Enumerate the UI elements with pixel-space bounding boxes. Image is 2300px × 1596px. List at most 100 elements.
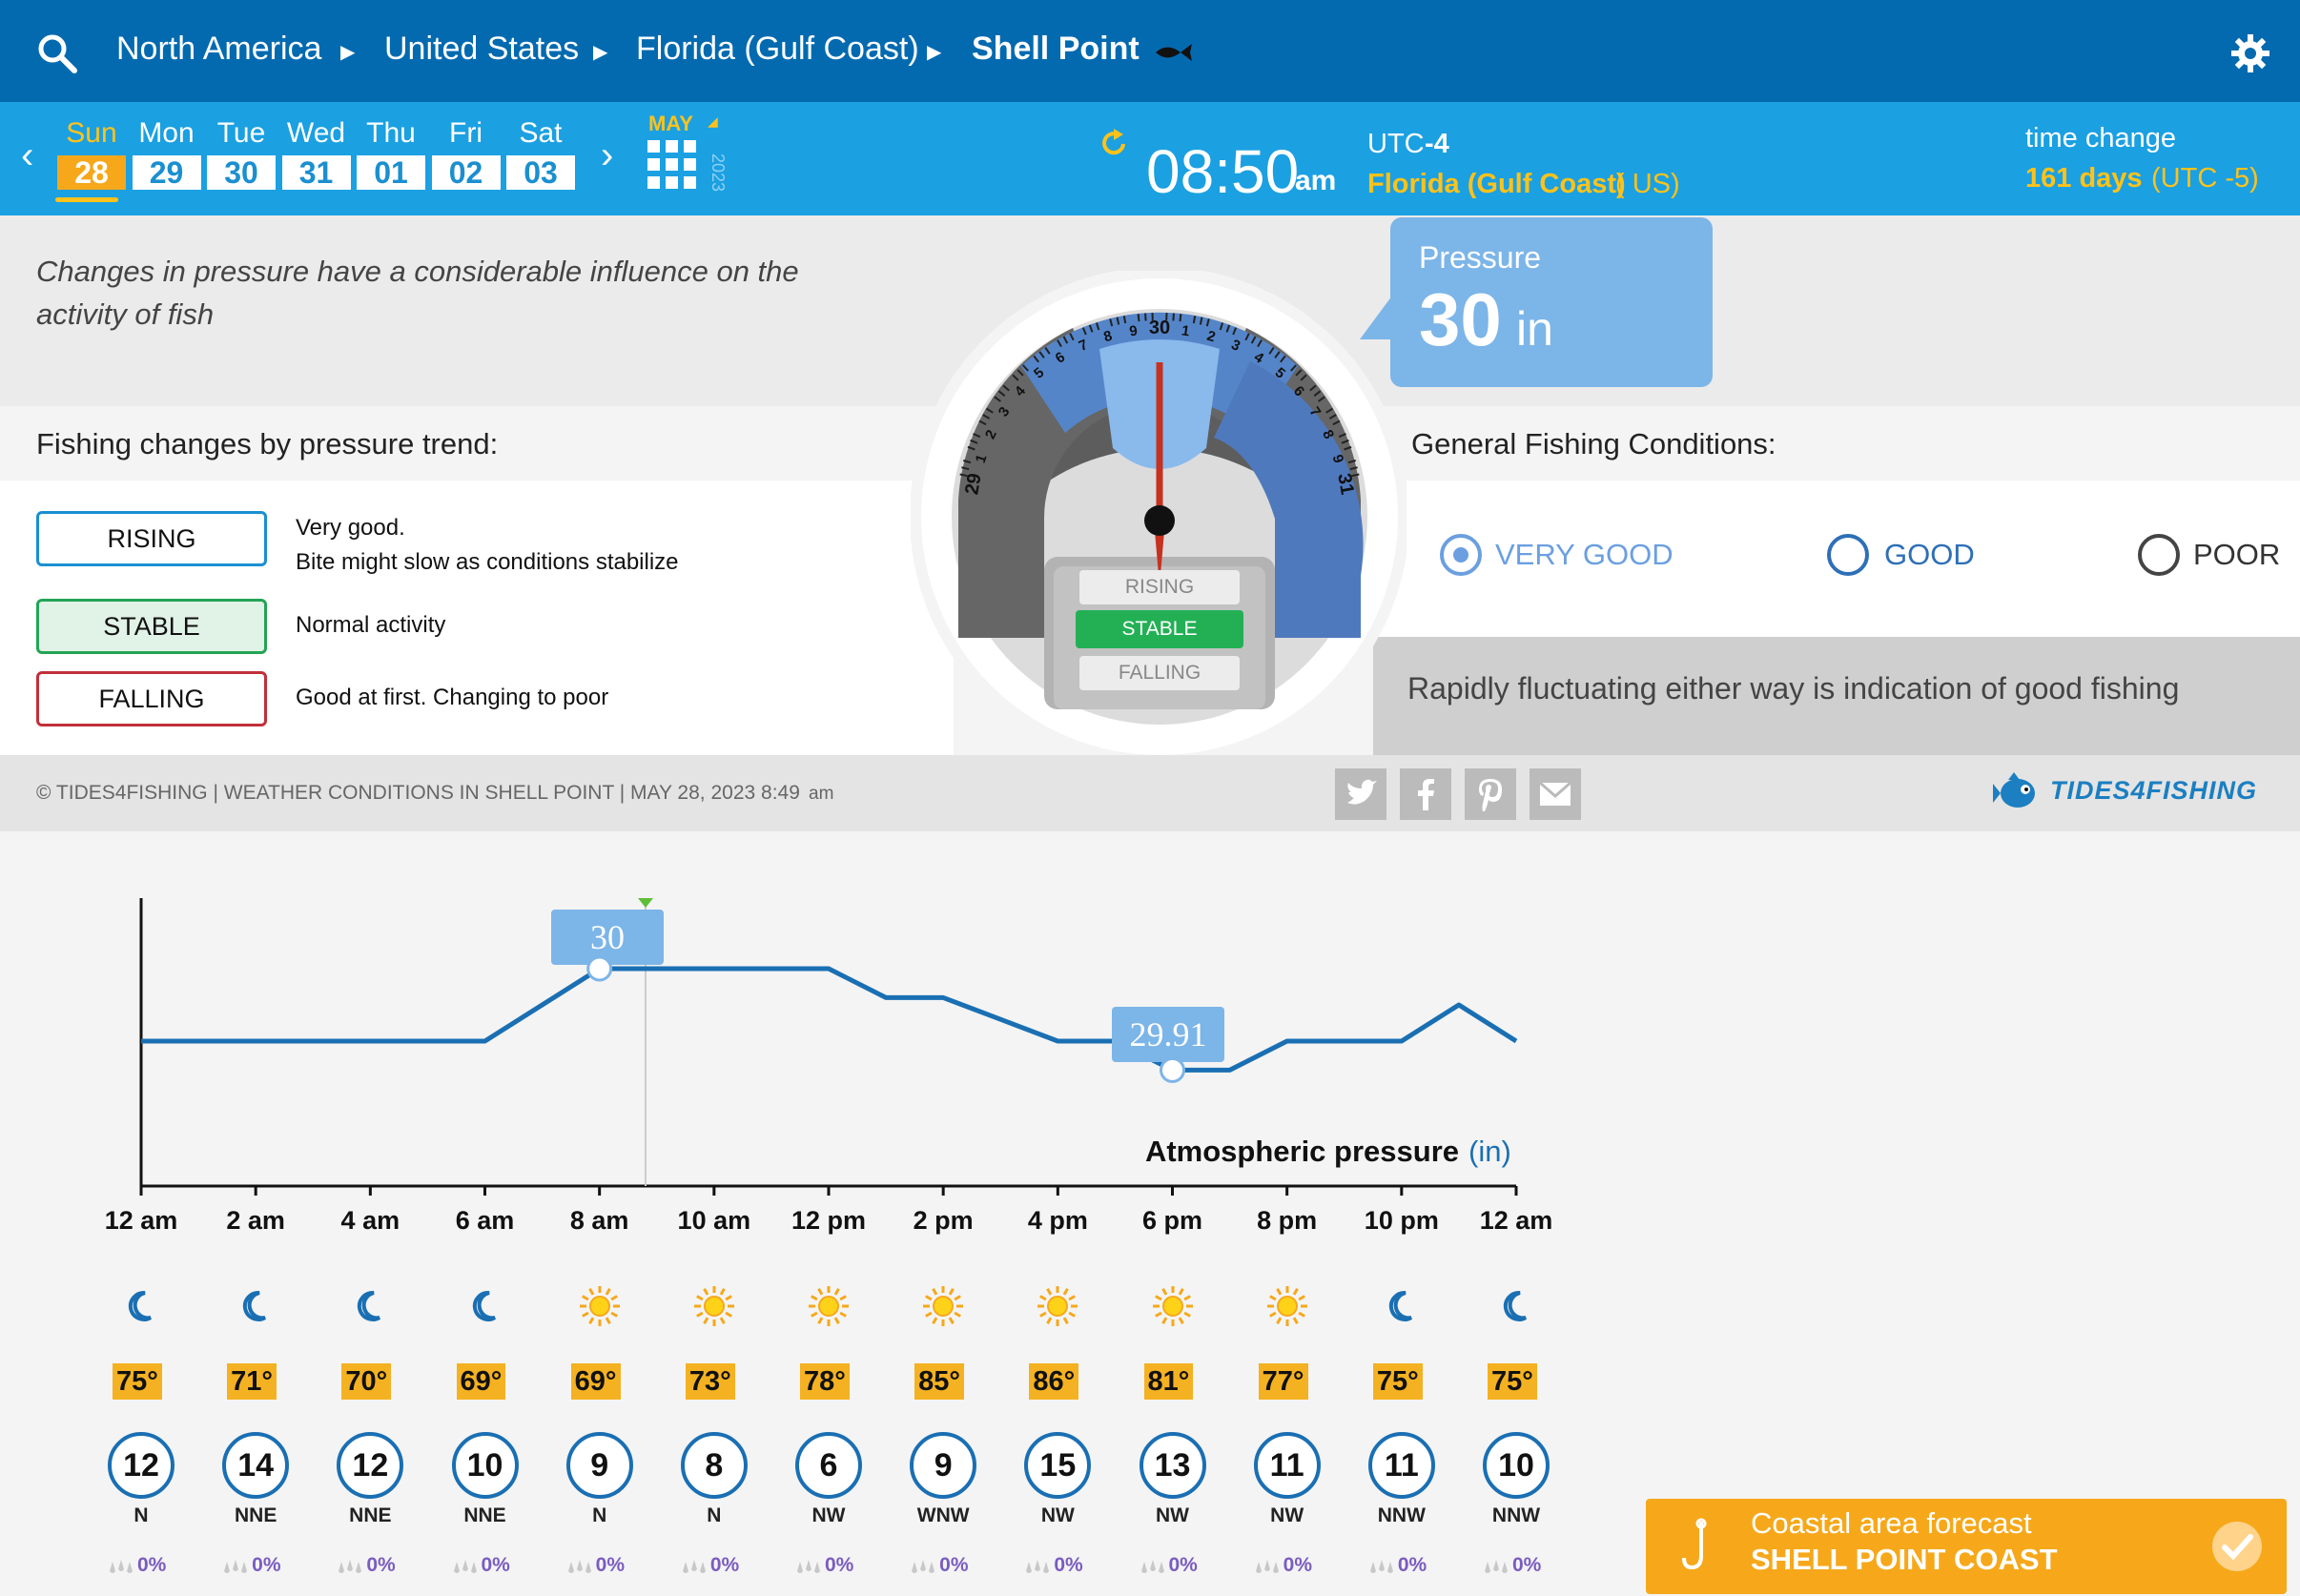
hourly-temperature: 69° [456, 1363, 506, 1400]
credit-bar [0, 755, 2300, 831]
wind-speed: 9 [565, 1432, 633, 1499]
day-tab-name[interactable]: Tue [216, 117, 266, 149]
pinterest-icon[interactable] [1465, 768, 1516, 820]
gear-icon[interactable] [2229, 32, 2271, 74]
refresh-icon[interactable] [1097, 127, 1131, 161]
trend-title: Fishing changes by pressure trend: [36, 427, 499, 460]
wind-direction: N [133, 1504, 149, 1526]
hourly-temperature: 75° [1372, 1363, 1423, 1400]
gauge-tick-mark [1225, 324, 1231, 333]
brand-fish-logo-icon [1993, 772, 2035, 808]
x-tick-label: 8 am [569, 1206, 629, 1235]
gauge-tick-mark [973, 433, 981, 439]
day-tab-name[interactable]: Sat [519, 117, 563, 149]
email-icon[interactable] [1530, 768, 1581, 820]
gauge-tick-mark [1344, 445, 1352, 451]
breadcrumb-florida[interactable]: Florida (Gulf Coast) [636, 31, 919, 67]
rain-chance: 0% [595, 1554, 626, 1576]
breadcrumb-separator-icon: ▶ [927, 42, 942, 63]
day-tab-name[interactable]: Thu [366, 117, 416, 149]
utc-label: UTC [1367, 129, 1425, 159]
wind-speed: 10 [1483, 1432, 1550, 1499]
radio-good[interactable] [1827, 534, 1869, 576]
prev-week-icon[interactable]: ‹ [21, 134, 34, 176]
day-tab-name[interactable]: Wed [286, 117, 346, 149]
day-tab-name[interactable]: Fri [449, 117, 483, 149]
breadcrumb-shell-point[interactable]: Shell Point [972, 31, 1140, 67]
rain-drops-icon [221, 1558, 250, 1577]
trend-rising: RISING [36, 511, 267, 566]
chart-title: Atmospheric pressure [1145, 1135, 1459, 1168]
gauge-tick-mark [1290, 364, 1297, 372]
wind-speed: 15 [1024, 1432, 1092, 1499]
condition-very-good[interactable]: VERY GOOD [1495, 538, 1674, 571]
gauge-state-stable: STABLE [1076, 610, 1243, 648]
gauge-tick-mark [1313, 390, 1322, 397]
gauge-tick-mark [997, 390, 1006, 397]
gauge-tick-mark [1044, 347, 1051, 355]
rain-chance: 0% [1283, 1554, 1313, 1576]
twitter-icon[interactable] [1335, 768, 1386, 820]
gauge-tick-mark [1341, 439, 1349, 444]
x-tick-label: 8 pm [1257, 1206, 1318, 1235]
hourly-temperature: 81° [1143, 1363, 1194, 1400]
gauge-tick-mark [1347, 460, 1356, 464]
gauge-tick-mark [1295, 369, 1303, 377]
trend-stable: STABLE [36, 599, 267, 654]
condition-poor[interactable]: POOR [2193, 538, 2281, 571]
breadcrumb-united-states[interactable]: United States [384, 31, 580, 67]
rain-drops-icon [565, 1558, 594, 1577]
day-tab-name[interactable]: Sun [66, 117, 117, 149]
breadcrumb-separator-icon: ▶ [340, 42, 356, 63]
gauge-tick-mark [1219, 322, 1224, 331]
footer-ampm: am [809, 784, 834, 804]
next-week-icon[interactable]: › [601, 134, 614, 176]
date-bar: ‹ Sun 28 Mon 29 Tue 30 Wed 31 Thu 01 Fri 02 Sat 03 › … [0, 102, 2300, 215]
breadcrumb-north-america[interactable]: North America [116, 31, 322, 67]
max-label: 30 [590, 918, 625, 956]
min-label: 29.91 [1130, 1015, 1207, 1054]
rain-chance: 0% [1397, 1554, 1427, 1576]
day-tab-date[interactable]: 29 [132, 155, 201, 190]
gauge-tick-mark [1116, 317, 1120, 325]
gauge-tick-mark [1109, 318, 1114, 327]
footer-credit: © TIDES4FISHING | WEATHER CONDITIONS IN … [36, 782, 800, 804]
condition-good[interactable]: GOOD [1884, 538, 1975, 571]
calendar-grid-icon[interactable] [647, 140, 697, 190]
day-tab-date[interactable]: 30 [207, 155, 276, 190]
min-point [1160, 1056, 1185, 1083]
facebook-icon[interactable] [1400, 768, 1451, 820]
gauge-tick-mark [963, 460, 972, 464]
day-tab-date[interactable]: 03 [506, 155, 575, 190]
wind-direction: NW [1270, 1504, 1304, 1526]
gauge-tick-mark [1137, 314, 1140, 322]
day-tab-date[interactable]: 02 [431, 155, 501, 190]
wind-speed: 8 [680, 1432, 748, 1499]
search-icon[interactable] [36, 32, 78, 74]
moon-icon [1379, 1283, 1425, 1329]
day-tab-name[interactable]: Mon [138, 117, 195, 149]
clock-ampm: am [1295, 165, 1337, 196]
gauge-state-falling: FALLING [1079, 656, 1240, 690]
top-nav: North America ▶ United States ▶ Florida … [0, 0, 2300, 102]
radio-very-good[interactable] [1440, 534, 1482, 576]
day-tab-date[interactable]: 28 [57, 155, 126, 190]
gauge-tick-mark [1268, 347, 1275, 355]
calendar-month[interactable]: MAY [648, 112, 693, 135]
region-name[interactable]: Florida (Gulf Coast) [1367, 169, 1626, 199]
day-tab-date[interactable]: 31 [281, 155, 351, 190]
gauge-tick-mark [978, 419, 987, 426]
selected-day-underline [55, 197, 118, 202]
trend-rising-desc2: Bite might slow as conditions stabilize [296, 549, 679, 575]
brand-logo[interactable]: TIDES4FISHING [2050, 776, 2258, 805]
gauge-tick-mark [1309, 384, 1317, 392]
rain-chance: 0% [366, 1554, 396, 1576]
moon-icon [347, 1283, 393, 1329]
day-tab-date[interactable]: 01 [357, 155, 425, 190]
coastal-forecast-banner[interactable] [1646, 1499, 2287, 1594]
rain-chance: 0% [481, 1554, 510, 1576]
gauge-tick-mark [1017, 369, 1024, 377]
gauge-tick-label: 9 [1128, 322, 1139, 339]
radio-poor[interactable] [2138, 534, 2180, 576]
gauge-tick-mark [1081, 327, 1087, 336]
